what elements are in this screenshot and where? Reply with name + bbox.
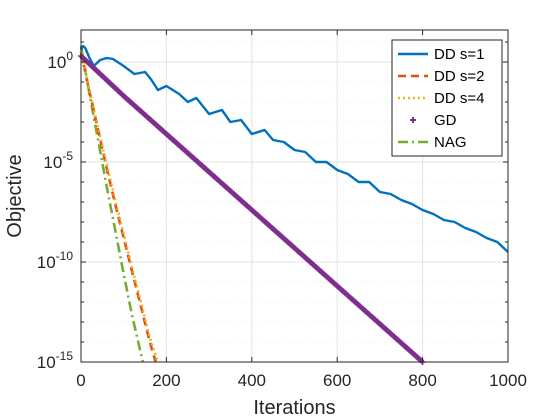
y-tick-label: 10-5 [43, 149, 73, 172]
y-axis-title: Objective [4, 154, 26, 237]
legend: DD s=1 DD s=2 DD s=4 GD NAG [391, 39, 503, 157]
legend-label: NAG [434, 134, 467, 151]
x-tick-label: 400 [238, 371, 266, 390]
x-tick-label: 600 [323, 371, 351, 390]
y-tick-label: 10-15 [37, 349, 74, 372]
y-tick-label: 100 [47, 49, 73, 72]
series-line-dd-s-4 [79, 51, 160, 363]
x-axis-ticks: 0 200 400 600 800 1000 [76, 30, 527, 390]
legend-label: DD s=1 [434, 46, 484, 63]
x-tick-label: 200 [152, 371, 180, 390]
series-line-nag [79, 45, 145, 363]
legend-swatch [410, 117, 416, 123]
legend-label: DD s=2 [434, 68, 484, 85]
series-line-dd-s-1 [79, 44, 509, 253]
x-tick-label: 1000 [489, 371, 527, 390]
legend-box [391, 39, 503, 157]
x-tick-label: 0 [76, 371, 85, 390]
y-tick-label: 10-10 [37, 249, 74, 272]
legend-label: GD [434, 112, 457, 129]
x-axis-title: Iterations [253, 397, 335, 419]
series-lines [78, 44, 509, 365]
series-line-dd-s-2 [79, 51, 157, 363]
legend-label: DD s=4 [434, 90, 484, 107]
series-gd-markers [78, 53, 426, 365]
y-axis-ticks: 100 10-5 10-10 10-15 [37, 41, 508, 372]
plot-frame [80, 29, 509, 363]
x-tick-label: 800 [408, 371, 436, 390]
